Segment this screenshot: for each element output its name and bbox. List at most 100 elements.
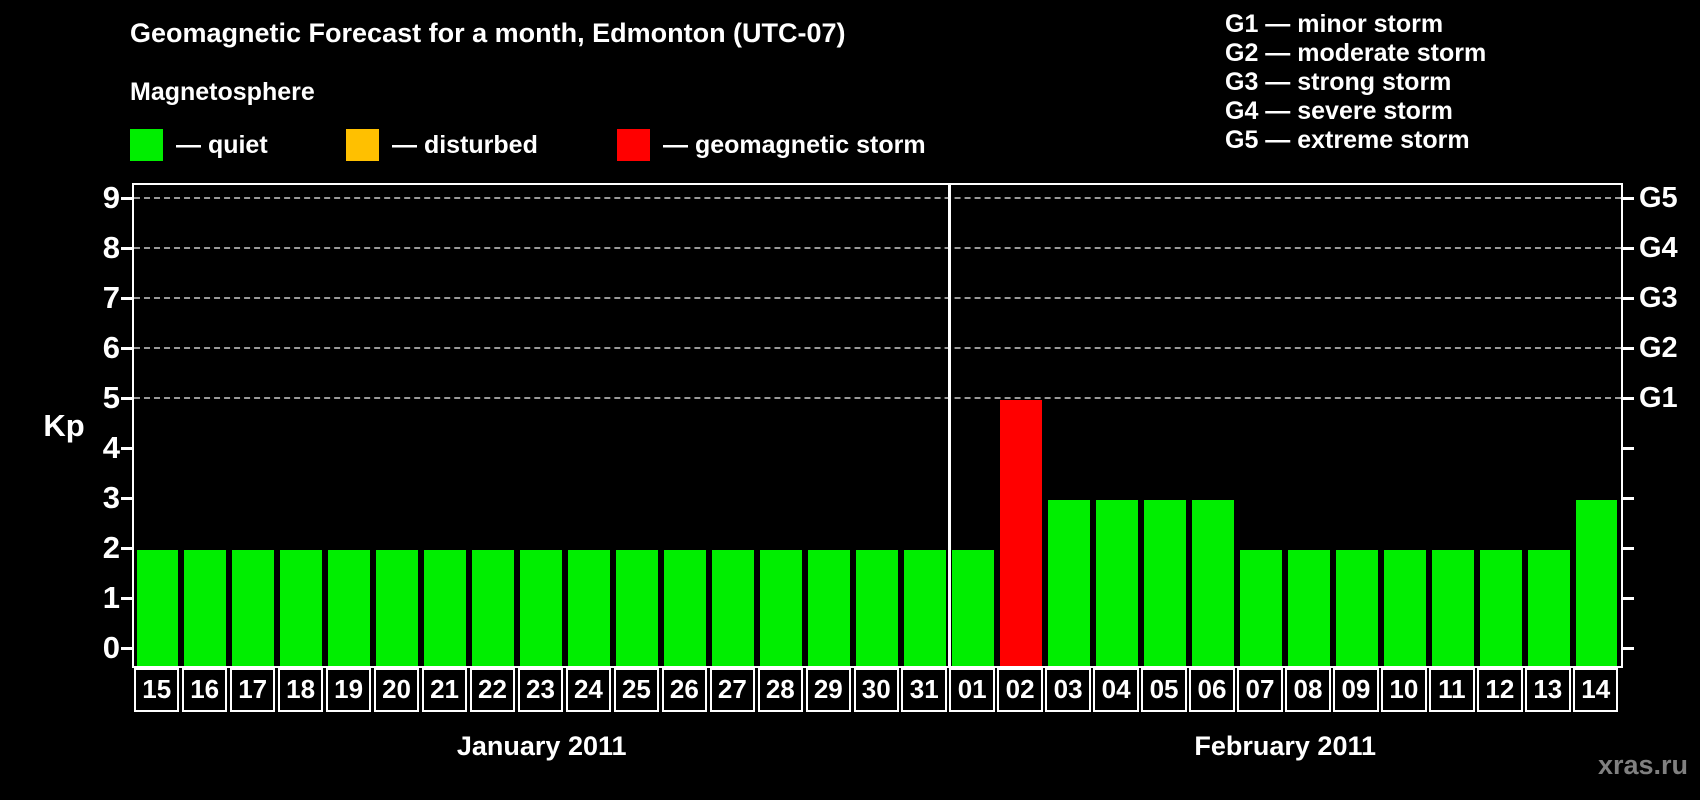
y-tick-left bbox=[121, 547, 132, 550]
day-label-23: 23 bbox=[517, 668, 564, 712]
right-axis-label-g5: G5 bbox=[1639, 182, 1678, 214]
day-label-13: 13 bbox=[1525, 668, 1571, 712]
y-tick-label-5: 5 bbox=[102, 380, 120, 415]
right-axis-labels: G1 G2 G3 G4 G5 bbox=[1639, 182, 1699, 666]
bar-day-17 bbox=[232, 550, 275, 666]
g-scale-item-g4: G4 — severe storm bbox=[1225, 97, 1453, 125]
disturbed-color-swatch bbox=[346, 129, 379, 161]
x-axis-day-row: 15 16 17 18 19 20 21 22 23 24 25 26 27 28 29 30 31 01 02 03… bbox=[134, 668, 1621, 712]
y-tick-left bbox=[121, 297, 132, 300]
day-label-04: 04 bbox=[1093, 668, 1139, 712]
bar-day-05 bbox=[1143, 500, 1186, 666]
y-tick-label-1: 1 bbox=[102, 580, 120, 615]
y-tick-label-9: 9 bbox=[102, 180, 120, 215]
y-tick-left bbox=[121, 397, 132, 400]
bar-day-08 bbox=[1287, 550, 1330, 666]
bar-day-20 bbox=[376, 550, 419, 666]
y-tick-right bbox=[1623, 497, 1634, 500]
legend-item-label: — disturbed bbox=[392, 130, 538, 159]
day-label-05: 05 bbox=[1141, 668, 1187, 712]
y-tick-left bbox=[121, 247, 132, 250]
right-axis-label-g1: G1 bbox=[1639, 382, 1678, 414]
bar-day-28 bbox=[760, 550, 803, 666]
g-scale-item-g3: G3 — strong storm bbox=[1225, 68, 1452, 96]
day-label-02: 02 bbox=[997, 668, 1043, 712]
bar-day-01 bbox=[951, 550, 994, 666]
day-label-19: 19 bbox=[325, 668, 372, 712]
bar-day-12 bbox=[1479, 550, 1522, 666]
bar-day-26 bbox=[664, 550, 707, 666]
legend-heading: Magnetosphere bbox=[130, 78, 315, 106]
gridline-kp9 bbox=[134, 197, 1621, 199]
y-tick-right bbox=[1623, 197, 1634, 200]
y-tick-label-4: 4 bbox=[102, 430, 120, 465]
bar-day-02 bbox=[999, 400, 1042, 666]
month-label-0: January 2011 bbox=[456, 731, 627, 761]
y-tick-right bbox=[1623, 597, 1634, 600]
bar-day-22 bbox=[472, 550, 515, 666]
bar-day-30 bbox=[856, 550, 898, 666]
bar-day-16 bbox=[184, 550, 227, 666]
day-label-28: 28 bbox=[757, 668, 804, 712]
g-scale-legend: G1 — minor storm G2 — moderate storm G3 … bbox=[1225, 10, 1486, 155]
chart-title: Geomagnetic Forecast for a month, Edmont… bbox=[130, 18, 846, 48]
day-label-03: 03 bbox=[1045, 668, 1091, 712]
y-tick-right bbox=[1623, 347, 1634, 350]
bar-day-07 bbox=[1239, 550, 1282, 666]
day-label-12: 12 bbox=[1477, 668, 1523, 712]
y-tick-right bbox=[1623, 447, 1634, 450]
legend-item-label: — quiet bbox=[176, 130, 268, 159]
bar-day-25 bbox=[616, 550, 659, 666]
y-tick-left bbox=[121, 197, 132, 200]
day-label-24: 24 bbox=[565, 668, 612, 712]
plot-area bbox=[121, 183, 1634, 668]
day-label-30: 30 bbox=[853, 668, 899, 712]
g-scale-item-g5: G5 — extreme storm bbox=[1225, 126, 1470, 154]
day-label-07: 07 bbox=[1237, 668, 1283, 712]
bar-day-23 bbox=[520, 550, 563, 666]
g-scale-item-g1: G1 — minor storm bbox=[1225, 10, 1444, 38]
y-tick-right bbox=[1623, 547, 1634, 550]
gridline-kp6 bbox=[134, 347, 1621, 349]
g-scale-item-g2: G2 — moderate storm bbox=[1225, 39, 1487, 67]
y-tick-left bbox=[121, 347, 132, 350]
y-tick-left bbox=[121, 497, 132, 500]
bar-day-10 bbox=[1383, 550, 1426, 666]
bar-day-04 bbox=[1095, 500, 1138, 666]
legend-item-storm: — geomagnetic storm bbox=[617, 129, 926, 161]
y-tick-label-3: 3 bbox=[102, 480, 120, 515]
watermark: xras.ru bbox=[1597, 750, 1688, 780]
y-tick-label-7: 7 bbox=[102, 280, 120, 315]
month-divider bbox=[947, 185, 951, 666]
bar-day-18 bbox=[280, 550, 323, 666]
bar-day-09 bbox=[1335, 550, 1378, 666]
day-label-15: 15 bbox=[134, 668, 180, 712]
bar-day-06 bbox=[1191, 500, 1234, 666]
y-axis-labels: 0 1 2 3 4 5 6 7 8 9 bbox=[38, 180, 120, 666]
legend-item-label: — geomagnetic storm bbox=[663, 130, 926, 159]
day-label-14: 14 bbox=[1573, 668, 1619, 712]
bar-day-11 bbox=[1431, 550, 1474, 666]
y-tick-right bbox=[1623, 297, 1634, 300]
gridline-kp8 bbox=[134, 247, 1621, 249]
bar-day-19 bbox=[328, 550, 371, 666]
legend-item-quiet: — quiet bbox=[130, 129, 268, 161]
y-tick-right bbox=[1623, 647, 1634, 650]
day-label-17: 17 bbox=[229, 668, 276, 712]
month-label-row: January 2011 February 2011 bbox=[134, 731, 1621, 771]
bar-day-29 bbox=[808, 550, 850, 666]
bar-day-14 bbox=[1575, 500, 1618, 666]
gridline-kp5 bbox=[134, 397, 1621, 399]
day-label-27: 27 bbox=[709, 668, 756, 712]
bar-day-03 bbox=[1047, 500, 1090, 666]
day-label-18: 18 bbox=[277, 668, 324, 712]
y-tick-left bbox=[121, 647, 132, 650]
y-tick-left bbox=[121, 597, 132, 600]
storm-color-swatch bbox=[617, 129, 650, 161]
month-label-1: February 2011 bbox=[1194, 731, 1377, 761]
day-label-16: 16 bbox=[181, 668, 228, 712]
bar-day-27 bbox=[712, 550, 755, 666]
gridline-kp7 bbox=[134, 297, 1621, 299]
day-label-06: 06 bbox=[1189, 668, 1235, 712]
